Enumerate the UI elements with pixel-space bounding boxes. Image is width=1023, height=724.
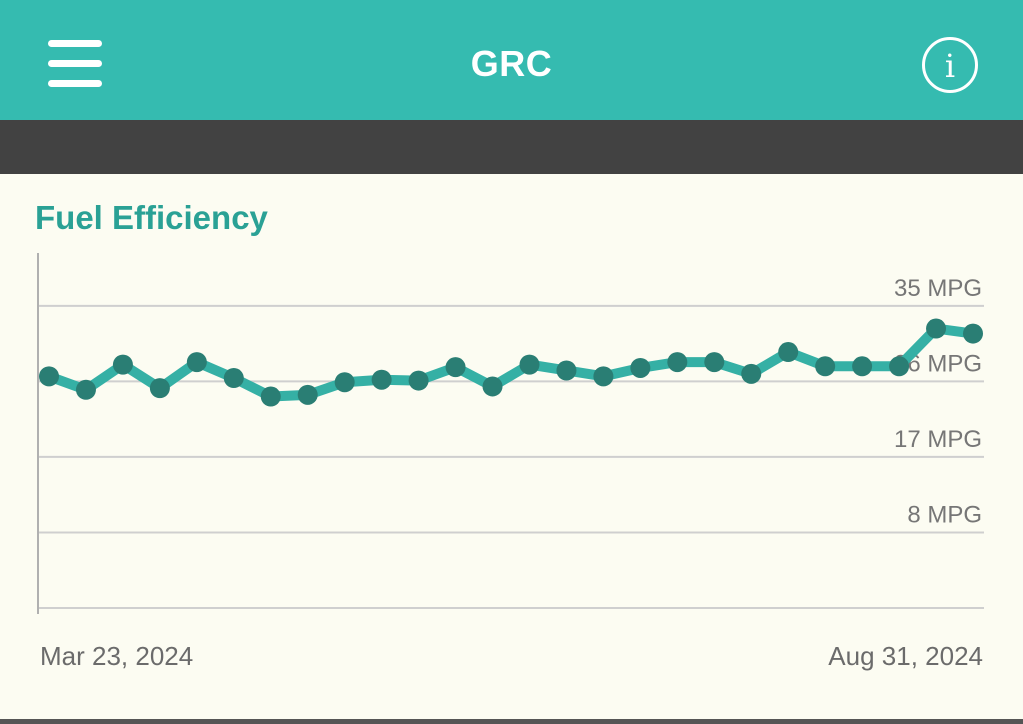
sub-toolbar [0,120,1023,174]
data-point [630,357,651,378]
data-point [112,354,133,375]
data-point [519,354,540,375]
data-point [704,352,725,373]
data-point [926,318,947,339]
data-point [297,384,318,405]
y-tick-label: 35 MPG [894,275,982,302]
data-point [75,379,96,400]
data-point [408,370,429,391]
data-point [39,366,59,387]
chart-title: Fuel Efficiency [35,199,268,236]
data-point [963,323,983,344]
data-point [371,369,392,390]
x-start-date: Mar 23, 2024 [40,641,194,671]
bottom-divider [0,719,1023,724]
data-point [852,356,873,377]
y-tick-label: 17 MPG [894,426,982,453]
data-point [815,356,836,377]
data-point [778,342,799,363]
data-point [741,363,762,384]
data-point [667,352,688,373]
hamburger-menu-icon[interactable] [48,40,102,88]
data-point [334,372,355,393]
data-point [445,357,466,378]
data-point [556,360,577,381]
data-point [593,366,614,387]
data-point [260,386,281,407]
data-point [223,368,244,389]
data-point [889,356,910,377]
y-tick-label: 8 MPG [907,501,982,528]
data-point [186,352,207,373]
data-point [482,376,503,397]
info-icon[interactable]: i [922,37,978,93]
x-end-date: Aug 31, 2024 [828,641,983,671]
data-point [149,378,170,399]
